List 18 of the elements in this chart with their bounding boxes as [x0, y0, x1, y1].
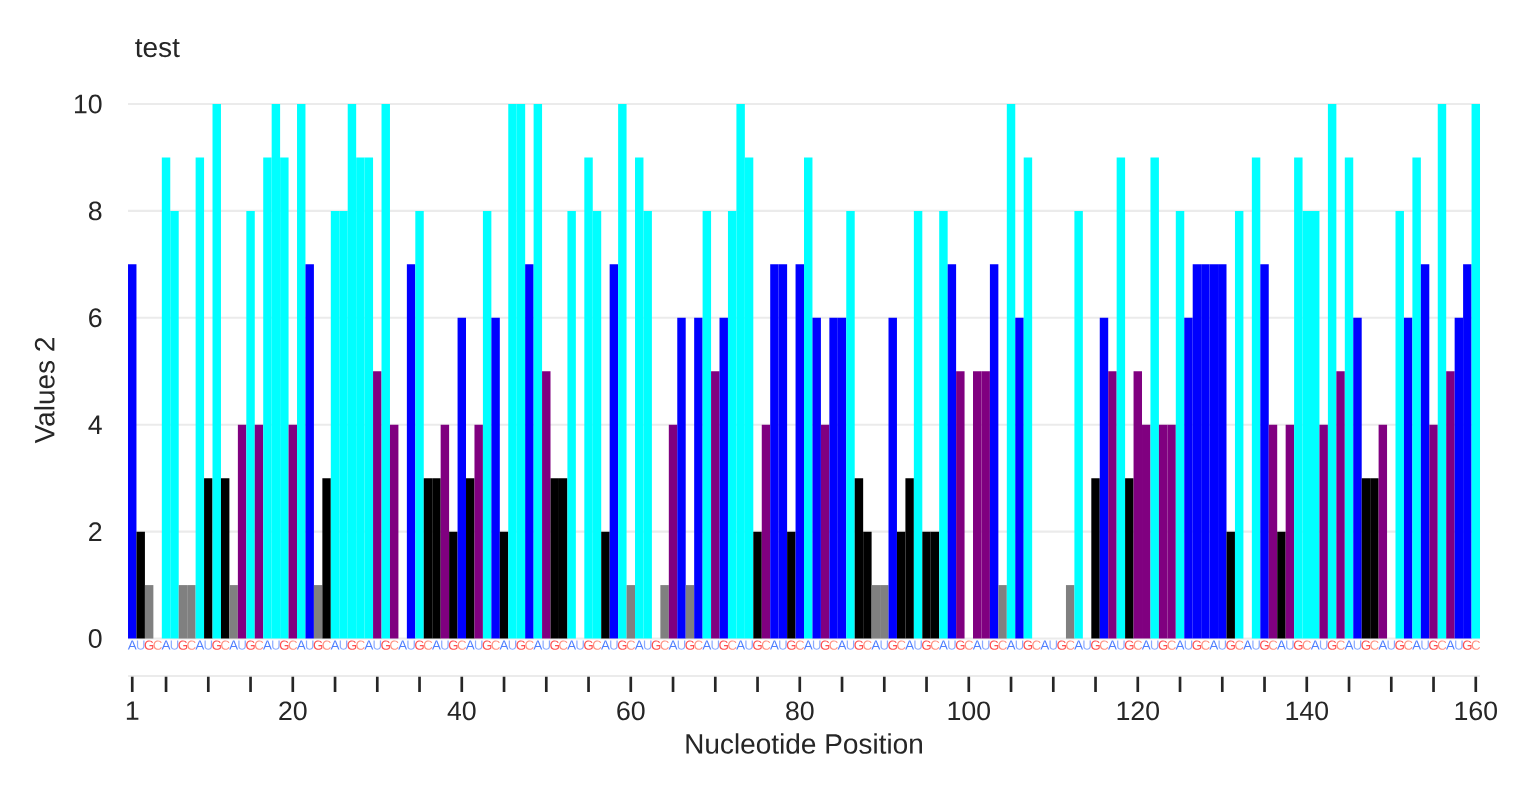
- x-tick-label: 160: [1455, 701, 1497, 721]
- y-tick-label: 0: [88, 629, 102, 648]
- x-axis-title: Nucleotide Position: [686, 733, 922, 754]
- x-tick-label: 140: [1286, 701, 1328, 721]
- chart-title: test: [135, 38, 180, 58]
- y-axis-title: Values 2: [34, 338, 55, 444]
- y-tick-label: 10: [74, 94, 102, 114]
- x-tick-label: 120: [1117, 701, 1159, 721]
- y-tick-label: 4: [88, 415, 102, 434]
- y-tick-label: 2: [89, 522, 102, 541]
- x-tick-label: 80: [786, 701, 814, 721]
- y-tick-label: 8: [88, 201, 102, 221]
- x-tick-label: 20: [279, 701, 307, 721]
- y-tick-label: 6: [89, 308, 102, 328]
- x-tick-label: 60: [617, 701, 645, 721]
- x-tick-label: 100: [948, 701, 990, 721]
- x-tick-label: 1: [126, 701, 139, 720]
- x-tick-label: 40: [447, 701, 476, 721]
